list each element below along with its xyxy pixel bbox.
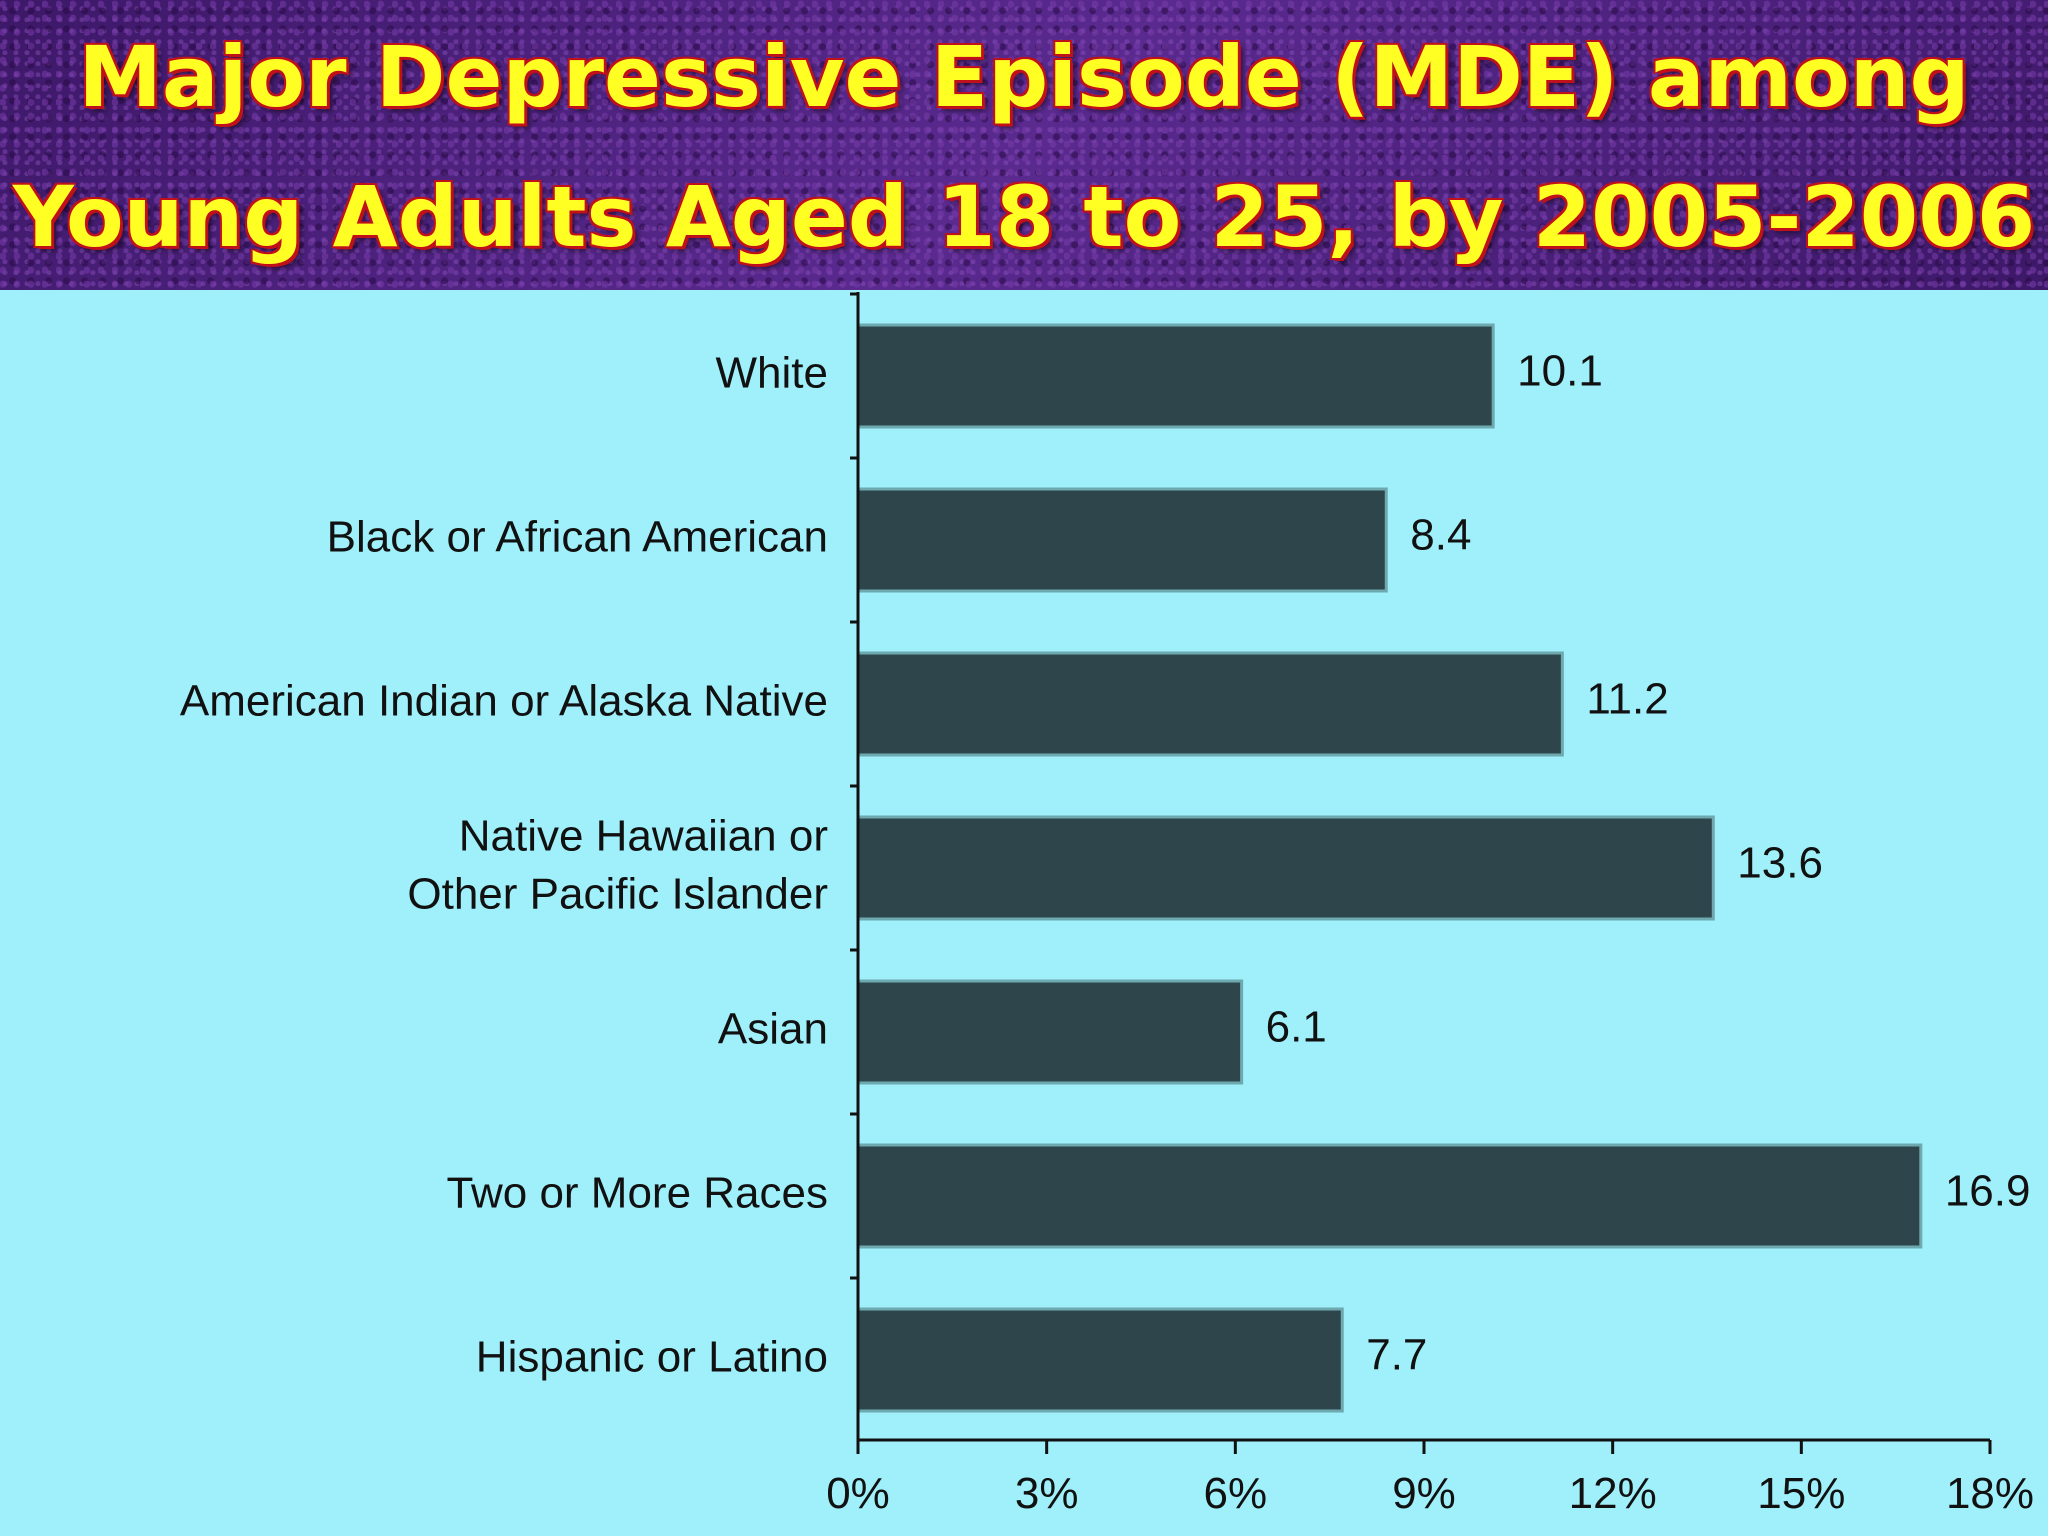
category-label: Black or African American xyxy=(327,513,828,562)
category-label: Other Pacific Islander xyxy=(407,870,828,919)
bar xyxy=(856,651,1564,757)
category-label: American Indian or Alaska Native xyxy=(180,677,828,726)
x-tick-label: 12% xyxy=(1569,1469,1657,1518)
data-label: 8.4 xyxy=(1410,511,1471,560)
chart-title-line-1: Major Depressive Episode (MDE) among xyxy=(78,28,1970,126)
bar xyxy=(856,487,1388,593)
category-label: White xyxy=(716,349,828,398)
category-label: Native Hawaiian or xyxy=(459,812,828,861)
data-label: 7.7 xyxy=(1366,1331,1427,1380)
data-label: 16.9 xyxy=(1945,1167,2031,1216)
bar xyxy=(856,815,1715,921)
chart-title-line-2: Young Adults Aged 18 to 25, by 2005-2006 xyxy=(12,168,2036,266)
x-tick-label: 18% xyxy=(1946,1469,2034,1518)
axes-layer xyxy=(850,292,1992,1454)
category-label: Hispanic or Latino xyxy=(476,1333,828,1382)
x-tick-label: 3% xyxy=(1015,1469,1079,1518)
data-label: 13.6 xyxy=(1737,839,1823,888)
x-tick-label: 15% xyxy=(1757,1469,1845,1518)
title-band: Major Depressive Episode (MDE) among You… xyxy=(0,0,2048,290)
bars-layer xyxy=(856,323,1923,1413)
x-tick-label: 9% xyxy=(1392,1469,1456,1518)
data-label: 6.1 xyxy=(1266,1003,1327,1052)
x-tick-label: 0% xyxy=(826,1469,890,1518)
category-label: Asian xyxy=(718,1005,828,1054)
category-label: Two or More Races xyxy=(447,1169,828,1218)
bar xyxy=(856,979,1244,1085)
data-label: 10.1 xyxy=(1517,347,1603,396)
bar xyxy=(856,323,1495,429)
bar xyxy=(856,1143,1923,1249)
data-label: 11.2 xyxy=(1586,675,1668,724)
x-tick-label: 6% xyxy=(1204,1469,1268,1518)
bar xyxy=(856,1307,1344,1413)
labels-layer: 10.1 White 8.4 Black or African American 11.… xyxy=(180,347,2034,1518)
